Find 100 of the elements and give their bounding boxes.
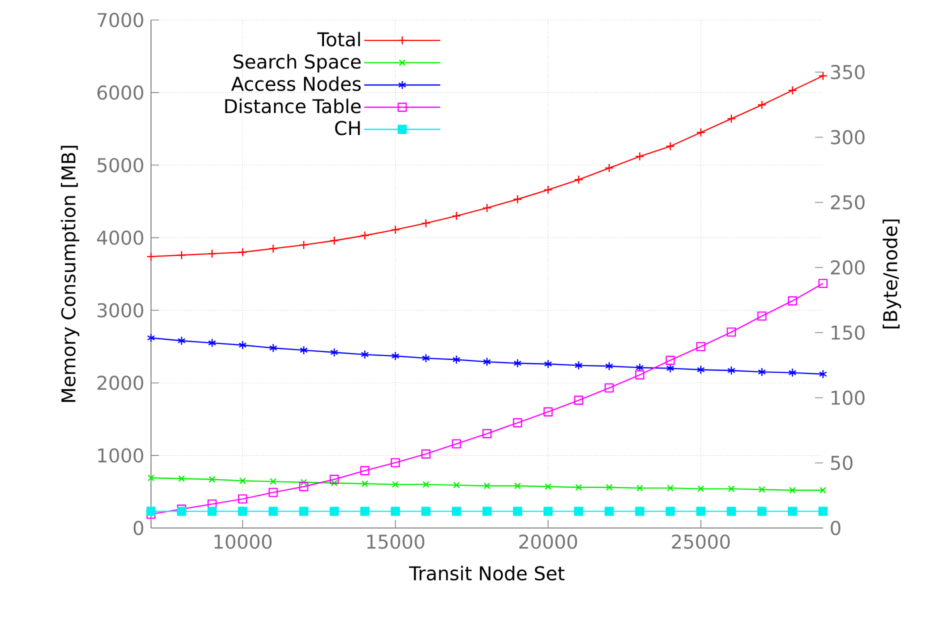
point bbox=[514, 482, 521, 490]
y-tick-label: 5000 bbox=[98, 158, 144, 172]
y2-tick-label: 250 bbox=[830, 195, 865, 210]
point bbox=[484, 482, 490, 490]
point bbox=[818, 506, 828, 516]
point bbox=[696, 342, 706, 352]
point bbox=[421, 449, 431, 459]
point bbox=[513, 358, 522, 368]
point bbox=[299, 482, 308, 492]
point bbox=[238, 340, 247, 350]
point bbox=[544, 185, 553, 194]
point bbox=[666, 484, 674, 492]
point bbox=[269, 343, 278, 353]
point bbox=[544, 407, 553, 416]
point bbox=[452, 211, 462, 221]
point bbox=[666, 506, 675, 516]
point bbox=[299, 506, 308, 516]
x-tick-label: 25000 bbox=[672, 534, 730, 549]
point bbox=[820, 486, 826, 494]
legend-label: CH bbox=[335, 120, 360, 136]
legend-label: Access Nodes bbox=[231, 76, 361, 92]
point bbox=[330, 474, 339, 484]
point bbox=[176, 250, 186, 260]
point bbox=[330, 236, 339, 246]
point bbox=[788, 296, 798, 306]
y2-tick-label: 150 bbox=[832, 325, 865, 340]
point bbox=[788, 368, 797, 378]
point bbox=[728, 485, 735, 492]
point bbox=[482, 506, 492, 516]
point bbox=[146, 252, 156, 262]
x-tick-label: 20000 bbox=[519, 534, 578, 549]
x-axis-title: Transit Node Set bbox=[409, 566, 564, 580]
y-tick-label: 1000 bbox=[98, 448, 144, 463]
point bbox=[757, 311, 767, 321]
x-tick-label: 10000 bbox=[214, 534, 272, 549]
y2-tick-label: 350 bbox=[831, 64, 865, 80]
point bbox=[392, 481, 399, 488]
point bbox=[574, 175, 584, 184]
point bbox=[148, 474, 154, 482]
point bbox=[788, 86, 798, 95]
point bbox=[360, 230, 370, 240]
point bbox=[300, 346, 308, 355]
point bbox=[758, 486, 766, 493]
legend-label: Total bbox=[317, 32, 360, 46]
point bbox=[177, 336, 186, 346]
point bbox=[544, 506, 553, 516]
point bbox=[238, 494, 248, 504]
y-tick-label: 3000 bbox=[98, 303, 144, 318]
point bbox=[818, 278, 828, 288]
point bbox=[422, 354, 430, 363]
point bbox=[574, 360, 583, 370]
point bbox=[422, 481, 430, 488]
point bbox=[544, 483, 552, 490]
point bbox=[390, 506, 400, 516]
point bbox=[270, 478, 277, 485]
point bbox=[696, 506, 706, 516]
point bbox=[636, 363, 644, 372]
point bbox=[574, 506, 584, 516]
y-tick-label: 0 bbox=[134, 520, 144, 536]
point bbox=[726, 506, 736, 516]
point bbox=[330, 348, 338, 357]
point bbox=[482, 203, 492, 213]
point bbox=[299, 240, 308, 250]
y-tick-label: 2000 bbox=[98, 376, 144, 390]
point bbox=[330, 480, 338, 486]
legend-label: Search Space bbox=[234, 54, 361, 72]
point bbox=[146, 333, 156, 342]
point bbox=[268, 488, 278, 498]
point bbox=[604, 506, 614, 516]
point bbox=[636, 484, 644, 492]
y2-tick-label: 200 bbox=[830, 260, 865, 275]
point bbox=[421, 218, 431, 228]
point bbox=[453, 482, 460, 489]
point bbox=[390, 458, 400, 468]
point bbox=[666, 356, 675, 365]
point bbox=[360, 506, 370, 516]
point bbox=[360, 466, 370, 476]
point bbox=[758, 367, 766, 377]
x-tick-label: 15000 bbox=[367, 534, 424, 549]
point bbox=[726, 114, 736, 124]
y2-tick-label: 300 bbox=[831, 130, 865, 144]
point bbox=[604, 163, 614, 173]
y2-tick-label: 0 bbox=[830, 520, 840, 536]
point bbox=[482, 429, 492, 438]
point bbox=[360, 350, 369, 360]
point bbox=[757, 506, 767, 516]
point bbox=[239, 477, 246, 484]
point bbox=[452, 355, 461, 364]
point bbox=[207, 249, 217, 258]
point bbox=[421, 506, 431, 516]
point bbox=[390, 225, 400, 234]
y2-axis-title: [Byte/node] bbox=[882, 220, 902, 328]
point bbox=[818, 71, 828, 80]
point bbox=[635, 152, 644, 162]
point bbox=[238, 506, 248, 516]
point bbox=[208, 338, 216, 348]
point bbox=[635, 370, 644, 380]
point bbox=[207, 506, 217, 516]
point bbox=[178, 475, 185, 482]
point bbox=[300, 478, 308, 486]
